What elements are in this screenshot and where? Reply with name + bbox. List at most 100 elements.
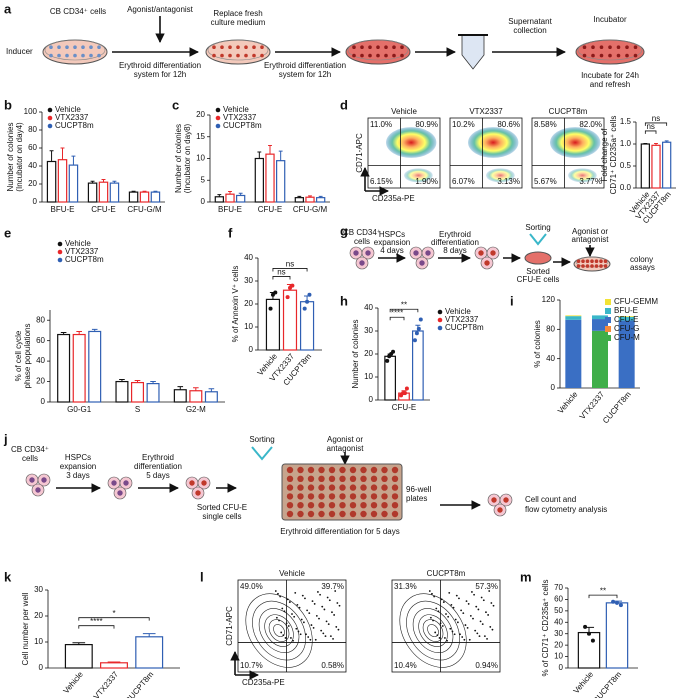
cell (252, 45, 256, 49)
y-tick-label: 5 (201, 175, 206, 184)
well (381, 466, 388, 474)
x-tick-label: VTX2337 (578, 389, 607, 421)
event (460, 609, 463, 612)
data-point (414, 331, 419, 336)
well (360, 510, 367, 518)
event (275, 616, 278, 619)
legend-marker (57, 241, 63, 247)
event (475, 605, 478, 608)
label: 80.9% (415, 120, 438, 129)
event (283, 610, 286, 613)
y-tick-label: 60 (36, 336, 45, 345)
error-bar (228, 191, 232, 195)
cell (244, 53, 248, 58)
cell (97, 45, 101, 49)
plot-title: VTX2337 (469, 107, 503, 116)
cell (65, 45, 69, 49)
legend-marker (437, 325, 443, 331)
label: 57.3% (475, 582, 498, 591)
cell (616, 45, 621, 49)
event (280, 631, 283, 634)
event (281, 607, 284, 610)
label: 31.3% (394, 582, 417, 591)
y-tick-label: 15 (196, 132, 205, 141)
event (466, 626, 469, 629)
y-tick-label: 0 (559, 663, 564, 672)
well (391, 475, 399, 482)
event (476, 632, 479, 635)
cell (260, 45, 264, 49)
plot-frame (237, 579, 347, 673)
data-point (412, 338, 417, 343)
event (431, 592, 433, 595)
label: Erythroid differentiation (264, 61, 346, 70)
event (468, 638, 471, 641)
contour (273, 624, 285, 638)
contour (258, 608, 300, 653)
well (318, 502, 325, 509)
error-bar (654, 143, 658, 146)
label: antagonist (327, 444, 365, 453)
error-bar (238, 192, 243, 196)
data-point (590, 638, 595, 643)
y-tick-label: 10 (196, 154, 205, 163)
plot-frame (391, 579, 501, 673)
well (328, 510, 336, 518)
data-point (285, 295, 290, 300)
label: colony (630, 255, 653, 264)
legend-marker (215, 123, 221, 129)
label: 82.0% (579, 120, 602, 129)
x-tick-label: G0-G1 (67, 405, 92, 414)
bar (57, 159, 68, 203)
tube (461, 34, 485, 70)
event (279, 595, 282, 598)
event (325, 620, 328, 623)
significance-bracket (588, 594, 618, 599)
event (286, 598, 289, 601)
cell (65, 53, 69, 58)
x-tick-label: Vehicle (572, 669, 596, 695)
event (326, 596, 329, 599)
event (290, 637, 292, 639)
cell (360, 45, 364, 49)
label: 39.7% (321, 582, 344, 591)
panel-label: g (340, 223, 348, 238)
label: 10.4% (394, 661, 417, 670)
label: Agonist/antagonist (127, 5, 194, 14)
event (274, 590, 277, 592)
event (452, 606, 455, 609)
x-tick-label: G2-M (186, 405, 206, 414)
error-bar (664, 140, 669, 143)
label: Agonist or (572, 227, 608, 236)
data-point (307, 292, 312, 297)
well (297, 484, 304, 491)
label: 8 days (443, 246, 467, 255)
label: CFU-E cells (517, 275, 560, 284)
well (391, 484, 399, 491)
cell (392, 45, 396, 49)
x-tick-label: VTX2337 (92, 669, 121, 698)
cell (599, 264, 603, 268)
significance-label: ns (652, 114, 660, 123)
event (442, 601, 445, 603)
cell (581, 259, 585, 264)
y-tick-label: 10 (244, 322, 253, 331)
data-point (611, 599, 616, 604)
cell (57, 45, 61, 49)
legend-label: CUCPT8m (55, 121, 94, 130)
y-axis-label: % of colonies (533, 320, 542, 368)
legend-label: CFU-E (614, 315, 638, 324)
y-tick-label: 10 (364, 372, 373, 381)
event (311, 600, 314, 603)
well (286, 502, 294, 509)
x-tick-label: CFU-E (392, 403, 416, 412)
error-bar (71, 155, 76, 166)
nucleus (35, 487, 41, 493)
bar (146, 383, 160, 403)
bar-segment (618, 316, 635, 321)
well (381, 510, 388, 518)
cell (608, 53, 612, 58)
nucleus (359, 260, 365, 266)
bar (662, 141, 672, 189)
error-bar (101, 179, 106, 183)
